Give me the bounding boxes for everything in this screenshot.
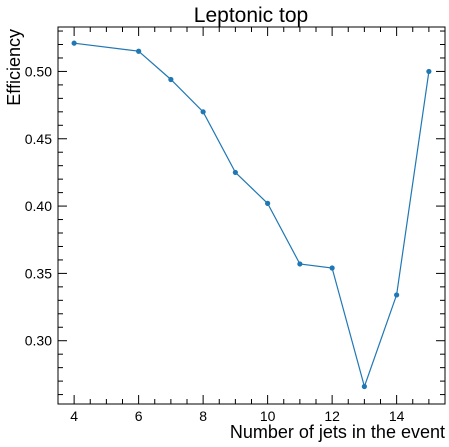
y-tick-label: 0.45 xyxy=(25,131,52,147)
data-point xyxy=(168,76,174,83)
x-axis-label: Number of jets in the event xyxy=(230,422,445,442)
data-point xyxy=(265,200,271,206)
x-tick-label: 10 xyxy=(260,408,276,424)
y-tick-label: 0.40 xyxy=(25,198,52,214)
data-point xyxy=(71,40,77,46)
series-line xyxy=(74,42,430,389)
data-point xyxy=(200,109,206,115)
data-point xyxy=(297,261,303,267)
plot-frame xyxy=(57,26,446,405)
axis-ticks: 4 6 8 10 12 14 0.30 0.35 0.40 0.45 0.50 xyxy=(25,27,446,424)
data-point xyxy=(232,169,238,176)
x-tick-label: 6 xyxy=(135,408,143,424)
chart-title: Leptonic top xyxy=(194,4,308,27)
x-tick-label: 14 xyxy=(389,408,405,424)
y-tick-label: 0.50 xyxy=(25,63,52,79)
data-point xyxy=(361,383,367,390)
x-tick-label: 4 xyxy=(70,408,78,424)
x-tick-label: 8 xyxy=(199,408,207,424)
data-point xyxy=(426,68,432,75)
y-axis-label: Efficiency xyxy=(4,29,24,106)
x-tick-label: 12 xyxy=(324,408,340,424)
y-tick-label: 0.30 xyxy=(25,333,52,349)
data-points xyxy=(71,40,432,390)
data-point xyxy=(136,48,142,54)
data-point xyxy=(329,265,335,271)
y-tick-label: 0.35 xyxy=(25,265,52,281)
data-point xyxy=(394,292,400,298)
